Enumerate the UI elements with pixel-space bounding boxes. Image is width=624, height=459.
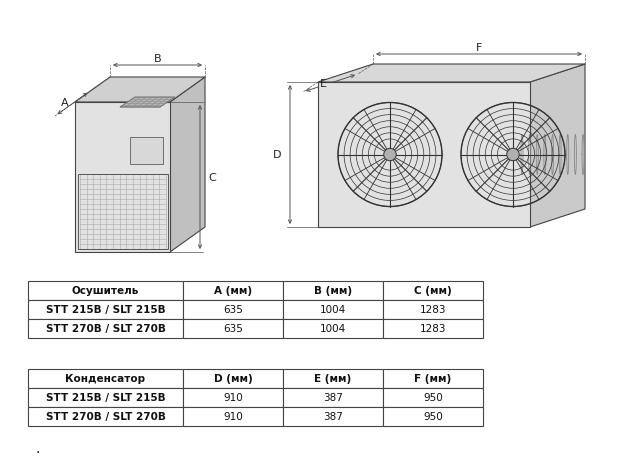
Bar [283,319,383,338]
Bar [283,281,383,300]
Text: Конденсатор: Конденсатор [66,374,145,384]
Text: F: F [476,43,482,53]
Text: 635: 635 [223,324,243,334]
Bar [383,369,483,388]
Bar [283,388,383,407]
Text: 1283: 1283 [420,305,446,315]
Text: C (мм): C (мм) [414,286,452,296]
Bar [28,388,183,407]
Polygon shape [318,65,585,83]
Text: STT 215В / SLT 215В: STT 215В / SLT 215В [46,305,165,315]
Bar [383,319,483,338]
Bar [183,300,283,319]
Text: STT 215В / SLT 215В: STT 215В / SLT 215В [46,392,165,403]
Bar [383,388,483,407]
Bar [28,407,183,426]
Bar [183,407,283,426]
Bar [283,369,383,388]
Text: D (мм): D (мм) [213,374,252,384]
Polygon shape [130,138,163,165]
Text: E (мм): E (мм) [314,374,352,384]
Bar [78,174,168,249]
Text: STT 270В / SLT 270В: STT 270В / SLT 270В [46,412,165,421]
Text: A: A [61,97,68,107]
Polygon shape [170,78,205,252]
Text: 950: 950 [423,392,443,403]
Bar [28,281,183,300]
Text: C: C [208,173,216,183]
Text: 1283: 1283 [420,324,446,334]
Polygon shape [120,98,175,108]
Bar [183,281,283,300]
Text: 387: 387 [323,392,343,403]
Text: A (мм): A (мм) [214,286,252,296]
Text: STT 270В / SLT 270В: STT 270В / SLT 270В [46,324,165,334]
Bar [183,369,283,388]
Bar [28,300,183,319]
Text: D: D [273,150,281,160]
Polygon shape [75,78,205,103]
Text: 1004: 1004 [320,305,346,315]
Text: E: E [320,79,327,89]
Text: B: B [154,54,162,64]
Polygon shape [75,103,170,252]
Bar [28,319,183,338]
Text: 910: 910 [223,392,243,403]
Text: 910: 910 [223,412,243,421]
Bar [383,300,483,319]
Text: 950: 950 [423,412,443,421]
Bar [283,300,383,319]
Text: B (мм): B (мм) [314,286,352,296]
Text: 635: 635 [223,305,243,315]
Polygon shape [318,83,530,228]
Text: .: . [35,441,39,455]
Bar [383,281,483,300]
Polygon shape [530,65,585,228]
Circle shape [507,149,519,162]
Bar [183,319,283,338]
Text: 387: 387 [323,412,343,421]
Text: Осушитель: Осушитель [72,286,139,296]
Bar [383,407,483,426]
Bar [283,407,383,426]
Bar [183,388,283,407]
Bar [28,369,183,388]
Text: 1004: 1004 [320,324,346,334]
Text: F (мм): F (мм) [414,374,452,384]
Circle shape [384,149,396,162]
